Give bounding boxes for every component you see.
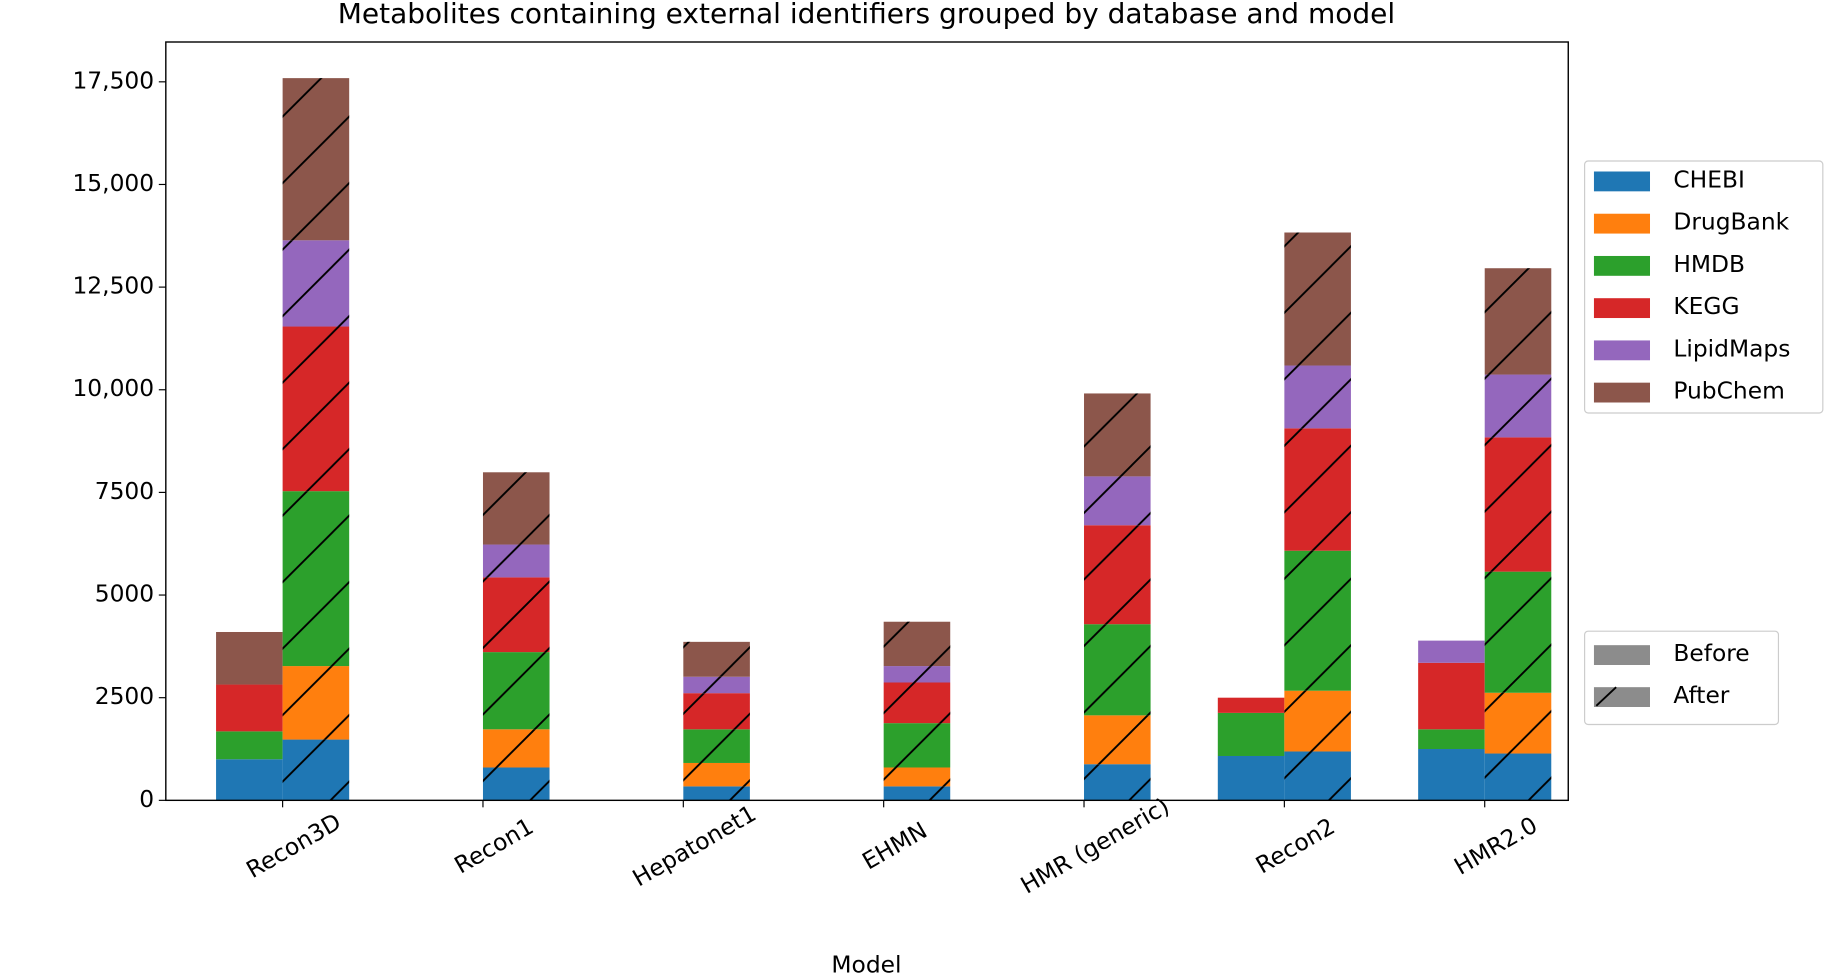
bar-hatch [482, 729, 550, 768]
legend-label: HMDB [1673, 250, 1745, 278]
legend-swatch [1593, 255, 1651, 276]
bar-segment [1217, 712, 1285, 756]
bar-segment [1418, 749, 1485, 801]
chart-title: Metabolites containing external identifi… [338, 0, 1395, 30]
bar-hatch [282, 326, 350, 492]
bar-hatch [282, 78, 350, 241]
bar-hatch [1484, 437, 1552, 572]
bar-hatch [883, 767, 951, 787]
bar-hatch [482, 652, 550, 730]
bar-hatch [1084, 624, 1151, 716]
legend-swatch [1593, 382, 1651, 403]
bar-hatch [482, 472, 550, 545]
bar-hatch [1284, 751, 1351, 801]
y-tick-label: 0 [139, 785, 154, 813]
bar-segment [216, 731, 283, 760]
bar-segment [1418, 640, 1485, 663]
bar-hatch [883, 723, 951, 768]
plot-frame [165, 41, 1569, 802]
legend-swatch [1593, 687, 1651, 707]
bar-hatch [1084, 764, 1151, 801]
y-tick-label: 17,500 [72, 66, 154, 94]
bar-segment [1418, 729, 1485, 750]
y-tick-label: 12,500 [72, 272, 154, 300]
bar-segment [216, 759, 283, 801]
legend-swatch [1593, 171, 1651, 192]
bar-hatch [1484, 268, 1552, 375]
bar-hatch [1084, 393, 1151, 477]
bar-hatch [282, 240, 350, 327]
bar-hatch [1084, 476, 1151, 526]
bar-segment [1217, 697, 1285, 713]
bar-hatch [1084, 525, 1151, 625]
legend-swatch [1593, 213, 1651, 234]
bar-hatch [683, 786, 750, 801]
bar-hatch [482, 767, 550, 801]
bar-hatch [883, 621, 951, 667]
legend-swatch [1593, 298, 1651, 319]
bar-hatch [683, 641, 750, 677]
legend-swatch [1593, 645, 1651, 665]
bar-segment [1217, 755, 1285, 801]
bar-hatch [1484, 571, 1552, 693]
legend-label: LipidMaps [1673, 334, 1790, 362]
bar-hatch [883, 666, 951, 683]
bar-hatch [1284, 365, 1351, 429]
y-tick-label: 2500 [95, 682, 154, 710]
legend-box [1584, 160, 1824, 414]
legend-hatch [1595, 686, 1617, 707]
legend-label: DrugBank [1673, 208, 1789, 236]
bar-hatch [883, 682, 951, 724]
legend-label: After [1673, 681, 1729, 709]
bar-hatch [1484, 753, 1552, 801]
y-tick-label: 7500 [95, 477, 154, 505]
bar-segment [216, 631, 283, 685]
legend-label: KEGG [1673, 292, 1739, 320]
bar-hatch [1484, 374, 1552, 438]
y-tick-label: 15,000 [72, 169, 154, 197]
legend-label: CHEBI [1673, 165, 1745, 193]
bar-hatch [282, 491, 350, 667]
bar-hatch [883, 786, 951, 801]
y-tick-label: 10,000 [72, 374, 154, 402]
bar-segment [1418, 662, 1485, 730]
bar-hatch [282, 666, 350, 740]
bar-hatch [1484, 692, 1552, 754]
bar-segment [216, 684, 283, 732]
bar-hatch [1284, 550, 1351, 691]
legend-label: PubChem [1673, 377, 1784, 405]
bar-hatch [482, 544, 550, 578]
bar-hatch [1084, 715, 1151, 765]
bar-hatch [683, 729, 750, 763]
y-tick-label: 5000 [95, 580, 154, 608]
bar-hatch [1284, 232, 1351, 366]
legend-swatch [1593, 340, 1651, 361]
bar-hatch [683, 693, 750, 730]
bar-hatch [683, 762, 750, 787]
legend-label: Before [1673, 639, 1749, 667]
bar-hatch [482, 577, 550, 653]
bar-hatch [1284, 690, 1351, 752]
bar-hatch [282, 739, 350, 801]
bar-hatch [1284, 428, 1351, 551]
x-axis-label: Model [831, 951, 901, 979]
bar-hatch [683, 676, 750, 694]
